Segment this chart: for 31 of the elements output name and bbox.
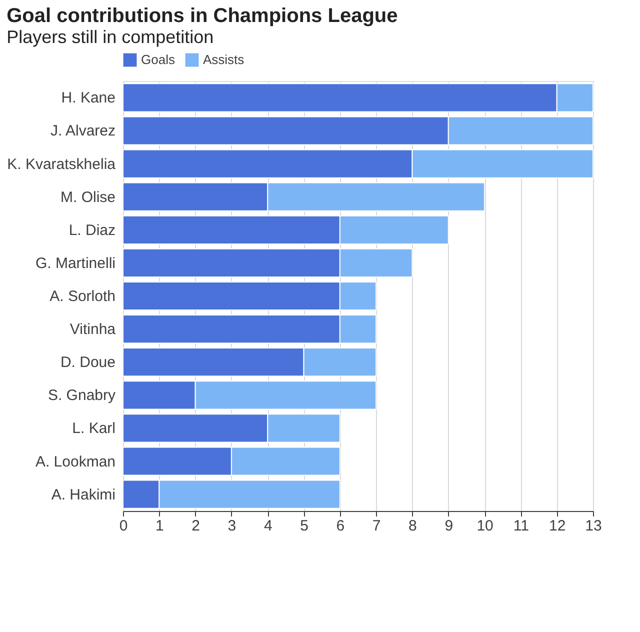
x-tick-label: 5 — [300, 518, 308, 534]
y-tick-label: A. Sorloth — [50, 288, 116, 305]
x-tick-label: 8 — [408, 518, 417, 534]
x-tick-label: 10 — [476, 518, 494, 534]
x-tick-label: 9 — [444, 518, 454, 534]
x-tick-label: 13 — [585, 518, 602, 534]
x-tick-label: 6 — [336, 518, 345, 534]
chart-subtitle: Players still in competition — [6, 27, 214, 47]
x-tick-label: 0 — [119, 518, 128, 534]
x-tick-label: 2 — [192, 518, 200, 534]
y-tick-label: H. Kane — [61, 90, 116, 107]
y-tick-label: J. Alvarez — [50, 122, 116, 140]
y-tick-label: S. Gnabry — [48, 387, 116, 404]
x-tick-label: 11 — [513, 518, 529, 534]
y-tick-label: Vitinha — [70, 321, 116, 338]
legend-label: Goals — [141, 52, 176, 67]
x-tick-label: 4 — [264, 518, 272, 534]
legend-label: Assists — [203, 52, 245, 67]
y-tick-label: L. Diaz — [68, 222, 116, 239]
y-tick-label: K. Kvaratskhelia — [7, 156, 116, 173]
x-tick-label: 7 — [372, 518, 381, 534]
x-tick-label: 3 — [228, 518, 236, 534]
y-tick-label: A. Lookman — [35, 453, 116, 470]
y-tick-label: A. Hakimi — [51, 486, 116, 504]
y-tick-label: L. Karl — [72, 420, 116, 438]
chart-title: Goal contributions in Champions League — [6, 5, 398, 27]
y-tick-label: G. Martinelli — [35, 254, 116, 272]
x-tick-label: 1 — [155, 518, 164, 534]
x-tick-label: 12 — [549, 518, 566, 534]
y-tick-label: D. Doue — [60, 354, 116, 372]
y-tick-label: M. Olise — [60, 188, 116, 206]
